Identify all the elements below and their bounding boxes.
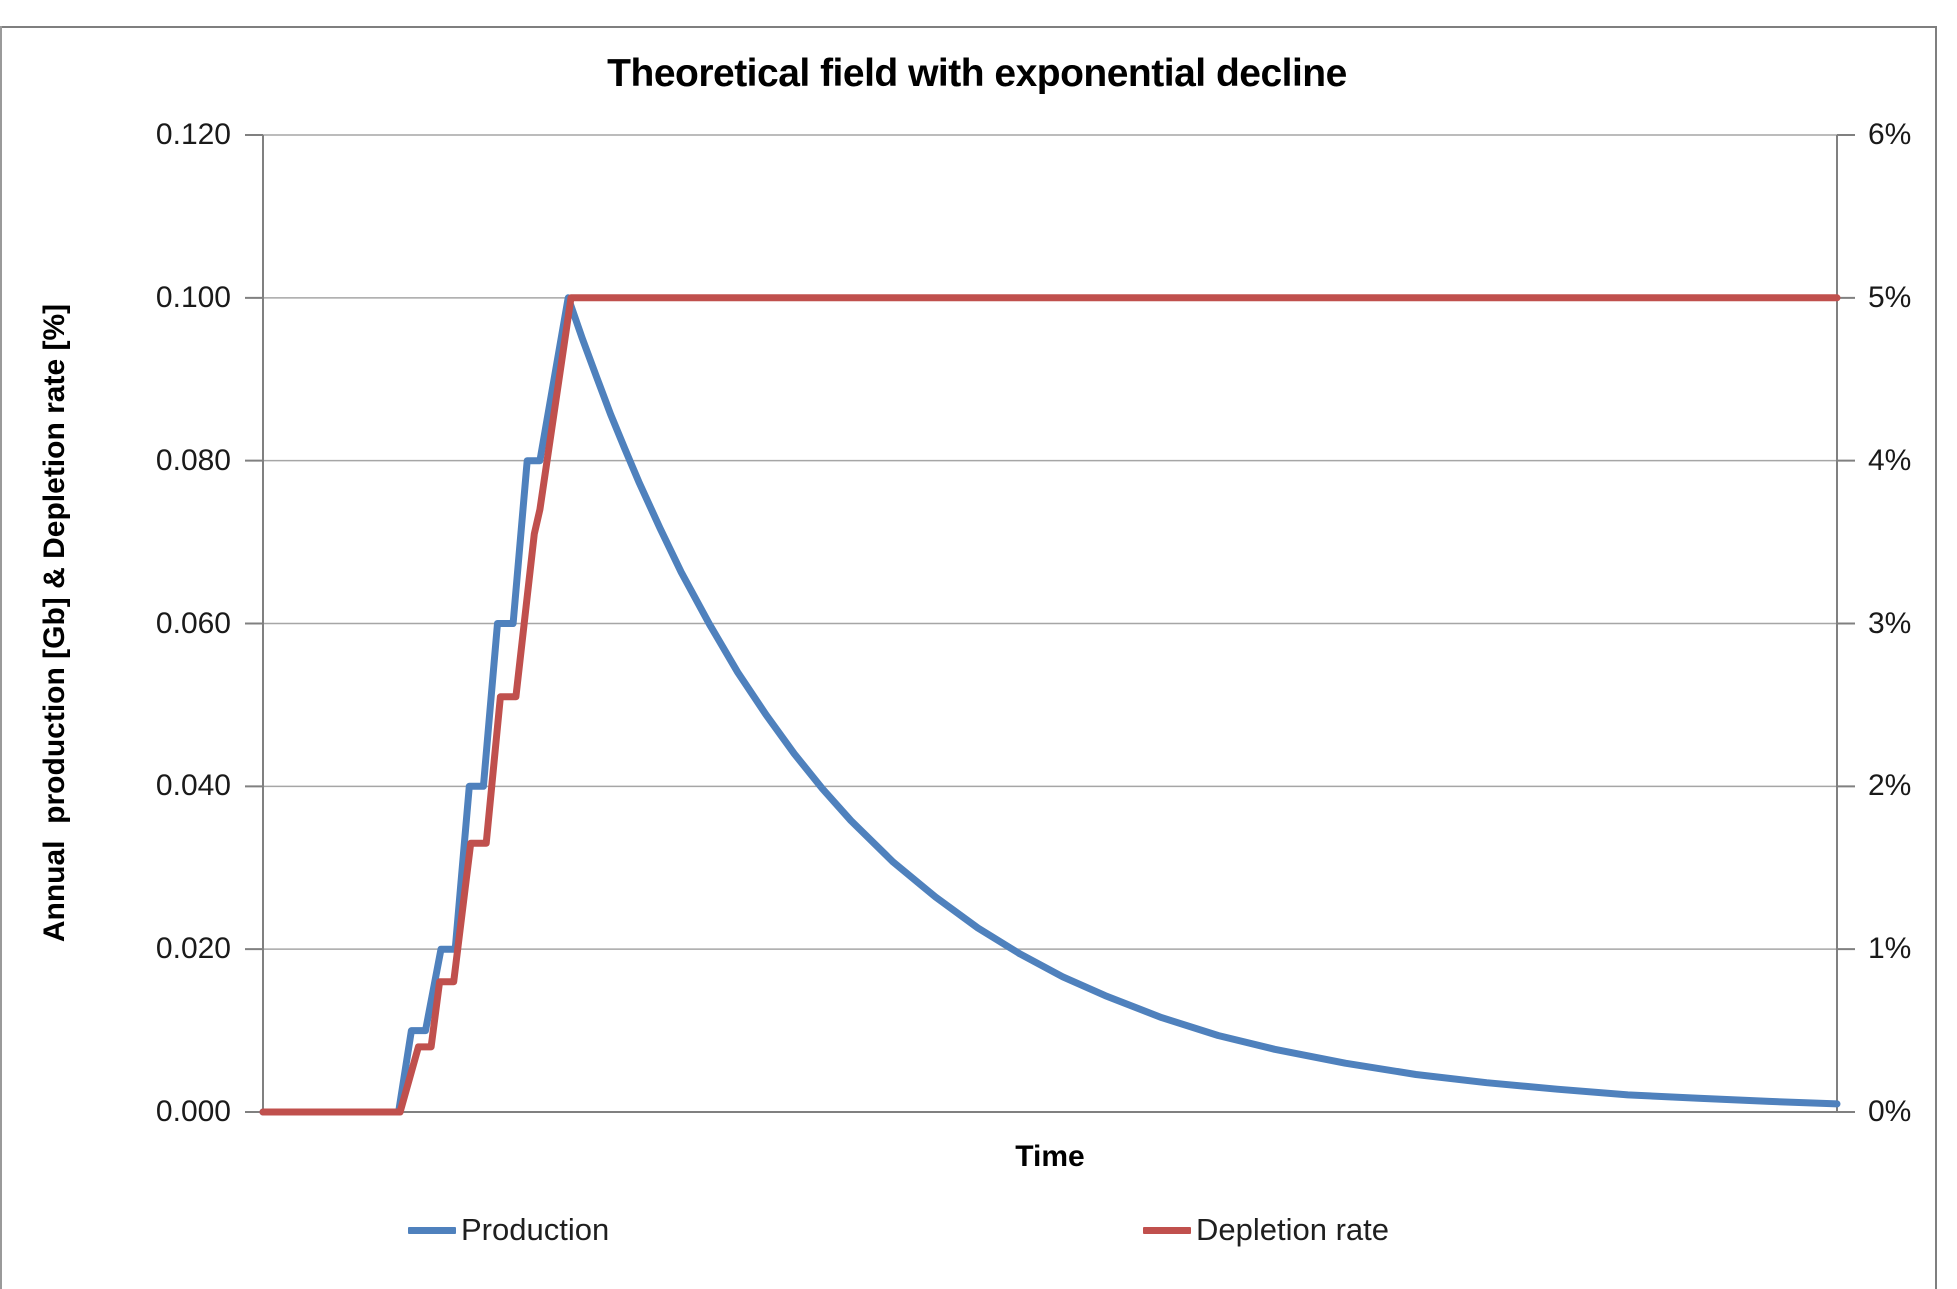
legend-item-depletion-rate: Depletion rate: [1143, 1210, 1389, 1250]
production-line-swatch: [408, 1226, 456, 1234]
production-line: [259, 294, 1841, 1116]
y-axis-tick-label-right: 1%: [1868, 932, 1912, 966]
legend-label-depletion-rate: Depletion rate: [1196, 1212, 1390, 1247]
y-axis-tick-label-right: 6%: [1868, 118, 1912, 151]
chart-border-right: [1935, 26, 1937, 1289]
y-axis-tick-label-left: 0.060: [155, 606, 231, 640]
y-axis-tick-label-left: 0.000: [155, 1095, 231, 1128]
y-axis-tick-label-right: 5%: [1868, 280, 1912, 314]
chart-border-top: [0, 26, 1937, 28]
y-axis-tick-label-right: 4%: [1868, 443, 1912, 477]
x-axis-title: Time: [1015, 1140, 1085, 1173]
y-axis-tick-label-left: 0.020: [155, 932, 231, 966]
legend-label-production: Production: [461, 1212, 610, 1247]
depletion-rate-line-swatch: [1143, 1226, 1191, 1234]
y-axis-tick-label-left: 0.100: [155, 280, 231, 314]
chart-border-left: [0, 26, 2, 1289]
y-axis-tick-label-left: 0.120: [155, 118, 231, 151]
legend-item-production: Production: [408, 1210, 609, 1250]
y-axis-tick-label-left: 0.040: [155, 769, 231, 803]
y-axis-tick-label-right: 3%: [1868, 606, 1912, 640]
y-axis-tick-label-right: 0%: [1868, 1095, 1912, 1128]
depletion-rate-line: [259, 294, 1841, 1116]
y-axis-tick-label-left: 0.080: [155, 443, 231, 477]
y-axis-tick-label-right: 2%: [1868, 769, 1912, 803]
chart-title: Theoretical field with exponential decli…: [607, 52, 1347, 95]
